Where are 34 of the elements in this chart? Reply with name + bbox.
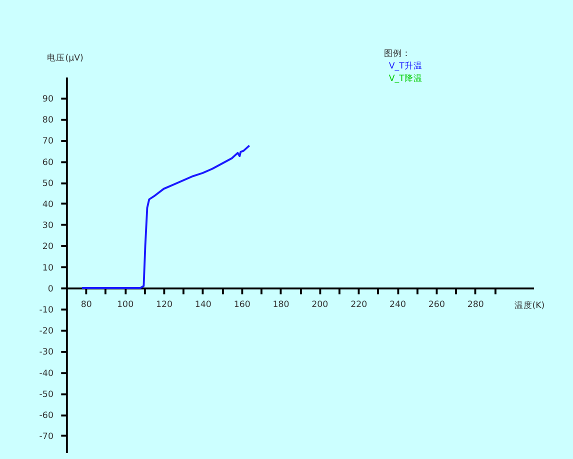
x-tick-label: 120 [156, 300, 172, 310]
x-tick-label: 160 [234, 300, 250, 310]
y-tick-label: -60 [39, 410, 54, 421]
y-tick-label: 20 [42, 242, 54, 252]
y-tick-label: 60 [42, 158, 54, 168]
text: V_T升温 [388, 60, 422, 72]
x-axis-title: 温度(K) [514, 300, 545, 312]
legend-title: 图例： [384, 48, 412, 59]
y-tick-label: -10 [39, 305, 54, 316]
y-tick-label: 90 [42, 94, 54, 104]
y-tick-label: 70 [42, 136, 54, 147]
x-tick-label: 180 [272, 300, 290, 310]
y-tick-label: -50 [39, 390, 54, 400]
y-tick-label: 0 [48, 284, 54, 294]
y-tick-label: -20 [39, 326, 54, 337]
y-tick-label: 10 [42, 263, 54, 274]
line-series [81, 144, 250, 289]
x-tick-label: 260 [428, 300, 445, 310]
x-tick-label: 200 [312, 300, 328, 310]
y-tick-label: -30 [39, 348, 54, 358]
legend-label: V_T降温 [388, 72, 422, 84]
y-tick-label: -70 [39, 432, 54, 442]
y-axis-title: 电压(μV) [47, 52, 84, 64]
x-tick-label: 140 [194, 300, 212, 310]
x-tick-label: 80 [80, 300, 92, 310]
x-tick-label: 220 [350, 300, 368, 310]
y-tick-label: 80 [42, 116, 54, 126]
y-tick-label: 30 [42, 221, 54, 232]
y-tick-label: 50 [42, 178, 54, 189]
x-tick-label: 240 [390, 300, 406, 310]
y-tick-label: -40 [39, 368, 54, 379]
x-tick-label: 280 [467, 300, 484, 310]
y-tick-label: 40 [42, 200, 54, 210]
x-tick-label: 100 [117, 300, 134, 310]
